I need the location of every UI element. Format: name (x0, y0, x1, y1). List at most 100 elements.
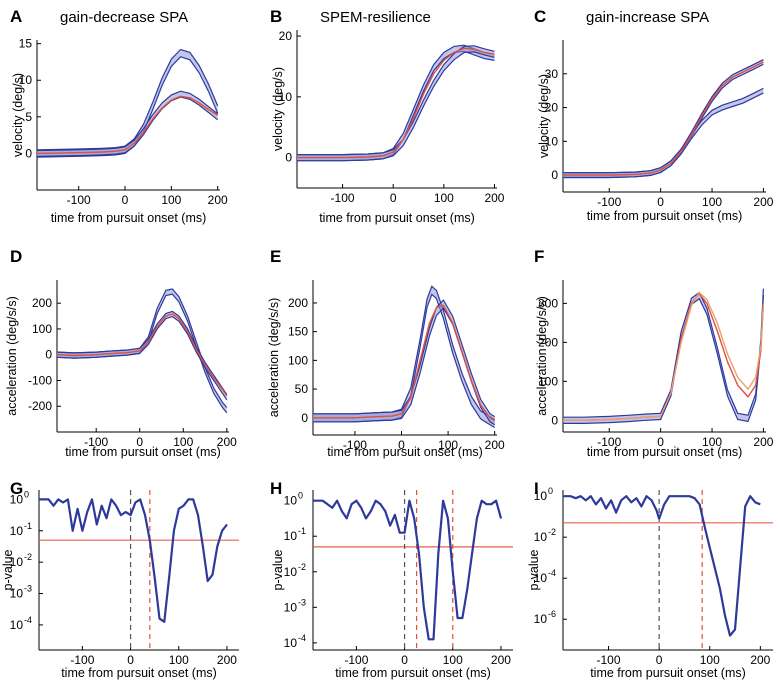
x-tick-label: 100 (173, 435, 193, 449)
y-tick-label: 0 (285, 151, 292, 165)
series-band-edge (37, 90, 219, 152)
panel-letter: B (270, 7, 282, 26)
y-tick-exponent: 0 (298, 491, 303, 501)
x-tick-label: 200 (753, 435, 773, 449)
y-tick-label: 10 (284, 565, 298, 579)
y-axis-label: p-value (527, 549, 541, 590)
x-tick-label: 200 (217, 653, 237, 667)
panel-title: gain-increase SPA (586, 9, 709, 26)
y-axis-label: acceleration (deg/s/s) (5, 296, 19, 416)
y-tick-exponent: -2 (548, 527, 556, 537)
x-tick-label: 200 (753, 195, 773, 209)
series-band-edge (297, 51, 495, 162)
x-tick-label: 0 (122, 193, 129, 207)
series-line-red (297, 47, 495, 159)
panel-letter: D (10, 247, 22, 266)
panel-letter: G (10, 479, 23, 498)
y-tick-label: 150 (288, 325, 308, 339)
series-band-edge (563, 63, 764, 179)
x-tick-label: 0 (657, 195, 664, 209)
x-axis-label: time from pursuit onset (ms) (51, 211, 207, 225)
x-tick-label: 200 (484, 191, 504, 205)
x-tick-label: 200 (217, 435, 237, 449)
y-axis-label: acceleration (deg/s/s) (535, 296, 549, 416)
x-tick-label: 100 (434, 191, 454, 205)
x-tick-label: 0 (127, 653, 134, 667)
panel-letter: A (10, 7, 22, 26)
x-tick-label: -100 (597, 435, 621, 449)
x-axis-label: time from pursuit onset (ms) (590, 666, 746, 680)
y-tick-label: 5 (25, 110, 32, 124)
x-axis-label: time from pursuit onset (ms) (65, 445, 221, 459)
x-tick-label: 0 (398, 438, 405, 452)
x-axis-label: time from pursuit onset (ms) (319, 211, 475, 225)
y-tick-exponent: 0 (548, 486, 553, 496)
panel-letter: F (534, 247, 544, 266)
y-tick-label: 0 (45, 348, 52, 362)
series-band-blue-low (563, 88, 764, 178)
y-tick-label: 100 (288, 353, 308, 367)
y-tick-label: 300 (538, 296, 558, 310)
chart-panel-b: B SPEM-resilience -100 0 100 200 0 10 20 time fro… (270, 7, 505, 225)
y-tick-exponent: -1 (24, 521, 32, 531)
y-tick-label: 10 (534, 571, 548, 585)
series-band-edge (313, 285, 496, 421)
x-axis-label: time from pursuit onset (ms) (587, 209, 743, 223)
y-axis-label: velocity (deg/s) (11, 73, 25, 157)
y-tick-label: 10 (284, 636, 298, 650)
y-tick-label: 10 (19, 73, 33, 87)
series-line-red (563, 292, 765, 421)
x-tick-label: 200 (208, 193, 228, 207)
panel-letter: C (534, 7, 546, 26)
x-tick-label: -100 (597, 195, 621, 209)
x-tick-label: -100 (597, 653, 621, 667)
series-band-edge (563, 87, 764, 174)
x-tick-label: -100 (84, 435, 108, 449)
y-tick-label: 10 (534, 530, 548, 544)
series-line-red (313, 304, 496, 422)
y-tick-label: -100 (28, 373, 52, 387)
y-axis-label: p-value (271, 549, 285, 590)
panel-title: SPEM-resilience (320, 9, 431, 26)
y-tick-label: 10 (284, 494, 298, 508)
x-axis-label: time from pursuit onset (ms) (61, 666, 217, 680)
series-band-edge (297, 44, 495, 156)
series-band-blue-low (57, 311, 227, 400)
panel-letter: I (534, 479, 539, 498)
y-tick-label: 10 (279, 90, 293, 104)
x-tick-label: 100 (702, 195, 722, 209)
y-axis-label: acceleration (deg/s/s) (267, 298, 281, 418)
x-axis-label: time from pursuit onset (ms) (327, 445, 483, 459)
y-tick-exponent: -4 (548, 568, 556, 578)
series-line-red (37, 95, 219, 155)
y-tick-label: 10 (10, 492, 24, 506)
x-tick-label: 0 (390, 191, 397, 205)
series-band-edge (313, 299, 496, 418)
x-tick-label: -100 (70, 653, 94, 667)
y-tick-label: 0 (301, 411, 308, 425)
x-tick-label: 100 (169, 653, 189, 667)
series-band-edge (563, 294, 764, 424)
y-tick-label: 10 (10, 555, 24, 569)
x-tick-label: 200 (491, 653, 511, 667)
x-tick-label: 100 (702, 435, 722, 449)
chart-panel-f: F -100 0 100 200 0 100 200 300 time from pursuit … (534, 247, 774, 459)
y-tick-label: 0 (551, 168, 558, 182)
y-tick-label: 10 (10, 587, 24, 601)
y-tick-label: 0 (25, 146, 32, 160)
y-tick-label: 200 (538, 335, 558, 349)
y-tick-exponent: 0 (24, 489, 29, 499)
y-tick-exponent: -3 (298, 597, 306, 607)
x-tick-label: 100 (438, 438, 458, 452)
x-tick-label: 100 (700, 653, 720, 667)
series-band-edge (37, 48, 219, 151)
x-tick-label: -100 (67, 193, 91, 207)
y-tick-label: 10 (534, 612, 548, 626)
series-band-edge (297, 45, 495, 156)
x-tick-label: 0 (401, 653, 408, 667)
x-axis-label: time from pursuit onset (ms) (335, 666, 491, 680)
